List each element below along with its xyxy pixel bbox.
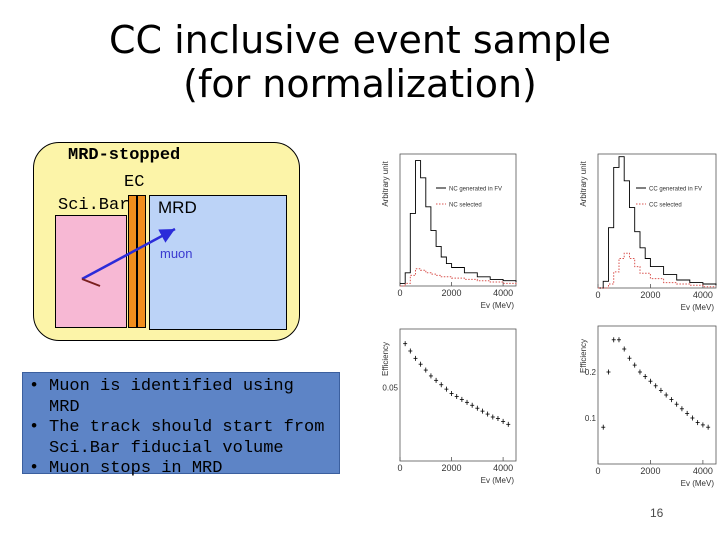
mrd-stopped-label: MRD-stopped [68,146,181,165]
cc-efficiency-plot: Efficiency 0 2000 4000 Ev (MeV) 0.2 0.1 [579,325,717,488]
nc-energy-plot: Arbitrary unit 0 2000 4000 Ev (MeV) NC genera… [381,153,517,310]
legend-entry: NC generated in FV [449,187,502,193]
muon-label: muon [160,246,193,261]
plot-frame [399,153,517,287]
ec-label: EC [124,173,145,192]
x-axis-label: Ev (MeV) [681,479,715,488]
series-line [598,252,716,289]
bullet-item: • Muon is identified using MRD [29,377,333,418]
x-axis-label: Ev (MeV) [481,476,515,485]
x-tick-label: 0 [397,463,402,473]
bullet-box: • Muon is identified using MRD • The track… [22,372,340,478]
x-tick-label: 0 [397,288,402,298]
cc-energy-plot: Arbitrary unit 0 2000 4000 Ev (MeV) CC genera… [579,153,717,312]
series-line [400,268,517,287]
y-axis-label: Efficiency [579,339,588,373]
x-tick-label: 0 [595,466,600,476]
x-axis-label: Ev (MeV) [481,301,515,310]
bullet-item: • Muon stops in MRD [29,459,333,480]
page-number: 16 [650,506,664,520]
x-tick-label: 4000 [693,290,713,300]
plot-frame [399,328,517,462]
y-axis-label: Efficiency [381,342,390,376]
plot-frame [597,153,717,289]
y-tick-label: 0.05 [382,384,398,393]
scibar-block [55,215,127,328]
x-tick-label: 2000 [442,288,462,298]
bullet-text: The track should start from [49,418,325,437]
bullet-text: Muon stops in MRD [49,459,223,478]
title-line-2: (for normalization) [183,62,537,106]
y-axis-label: Arbitrary unit [579,161,588,207]
bullet-item: Sci.Bar fiducial volume [29,439,333,460]
ec-layer-1 [128,195,137,328]
x-tick-label: 4000 [493,463,513,473]
title-line-1: CC inclusive event sample [108,18,612,62]
y-axis-label: Arbitrary unit [381,161,390,207]
x-tick-label: 2000 [442,463,462,473]
bullet-marker: • [29,418,40,437]
series-line [400,160,517,284]
bullet-marker: • [29,377,40,396]
x-tick-label: 4000 [693,466,713,476]
x-tick-label: 2000 [640,290,660,300]
y-tick-label: 0.2 [585,368,597,377]
slide-title: CC inclusive event sample (for normaliza… [0,18,720,106]
bullet-marker: • [29,459,40,478]
plot-frame [597,325,717,465]
y-tick-label: 0.1 [585,414,597,423]
scibar-label: Sci.Bar [58,196,130,215]
legend-entry: NC selected [449,203,482,209]
nc-efficiency-plot: Efficiency 0 2000 4000 Ev (MeV) 0.05 [381,328,517,485]
x-tick-label: 2000 [640,466,660,476]
x-tick-label: 4000 [493,288,513,298]
legend-entry: CC generated in FV [649,187,702,193]
legend-entry: CC selected [649,203,682,209]
series-line [598,156,717,289]
bullet-text: Sci.Bar fiducial volume [49,438,284,458]
ec-layer-2 [137,195,146,328]
x-axis-label: Ev (MeV) [681,303,715,312]
mrd-label: MRD [158,198,197,217]
bullet-item: • The track should start from [29,418,333,439]
x-tick-label: 0 [595,290,600,300]
bullet-text: Muon is identified using MRD [49,377,294,417]
